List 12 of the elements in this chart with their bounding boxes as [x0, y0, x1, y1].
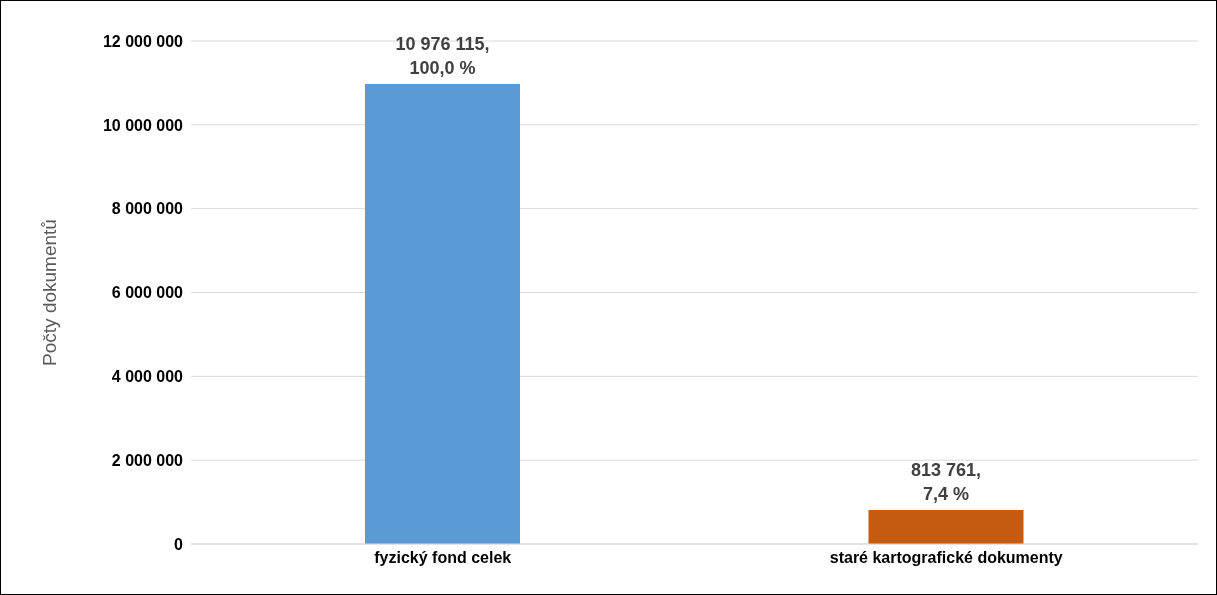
y-tick-label: 4 000 000 — [111, 368, 184, 386]
data-label: 813 761, 7,4 % — [910, 459, 982, 504]
y-axis-title: Počty dokumentů — [38, 219, 60, 366]
x-tick-label: staré kartografické dokumenty — [829, 549, 1063, 567]
y-tick-label: 2 000 000 — [111, 451, 184, 469]
data-label: 10 976 115, 100,0 % — [395, 33, 490, 78]
y-tick-label: 8 000 000 — [111, 200, 184, 218]
x-tick-label: fyzický fond celek — [374, 549, 512, 567]
y-tick-label: 6 000 000 — [111, 284, 184, 302]
y-tick-label: 0 — [174, 535, 184, 553]
y-tick-label: 10 000 000 — [102, 116, 184, 134]
y-tick-label: 12 000 000 — [102, 32, 184, 50]
